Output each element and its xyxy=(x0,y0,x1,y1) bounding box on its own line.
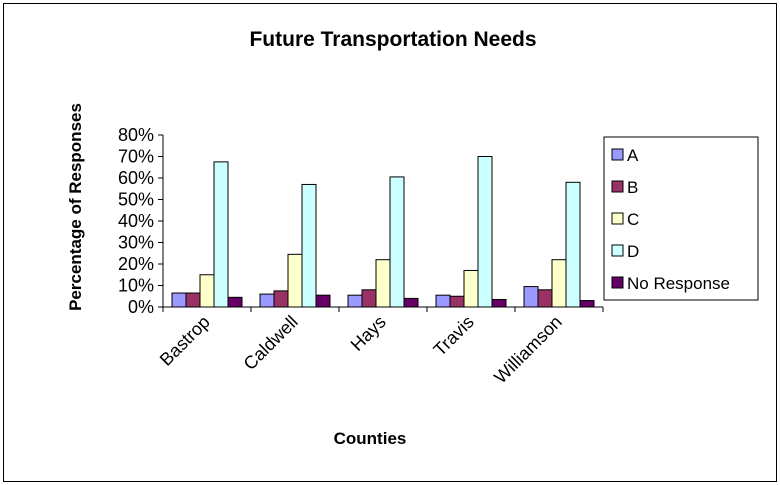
bar-c-bastrop xyxy=(199,274,215,308)
x-tick-label: Caldwell xyxy=(240,312,302,374)
bar-c-travis xyxy=(463,269,479,308)
y-tick-label: 30% xyxy=(118,233,154,253)
bar-no-response-bastrop xyxy=(227,296,243,308)
bar-d-caldwell xyxy=(301,183,317,308)
bar-d-bastrop xyxy=(213,161,229,308)
legend-label: C xyxy=(627,210,639,229)
bar-b-travis xyxy=(449,295,465,308)
legend-label: B xyxy=(627,178,638,197)
legend-swatch xyxy=(611,244,624,257)
bar-a-hays xyxy=(347,294,363,308)
bar-b-bastrop xyxy=(185,292,201,308)
bar-no-response-hays xyxy=(403,297,419,308)
y-tick-label: 80% xyxy=(118,125,154,145)
x-tick-label: Travis xyxy=(430,312,478,360)
y-tick-label: 20% xyxy=(118,254,154,274)
y-tick-label: 0% xyxy=(128,297,154,317)
x-tick-label: Bastrop xyxy=(156,312,214,370)
x-tick-label: Williamson xyxy=(490,312,566,388)
bar-c-hays xyxy=(375,259,391,308)
y-tick-label: 40% xyxy=(118,211,154,231)
y-tick-label: 70% xyxy=(118,147,154,167)
legend-label: D xyxy=(627,242,639,261)
legend-label: A xyxy=(627,146,639,165)
legend-swatch xyxy=(611,276,624,289)
bar-d-travis xyxy=(477,156,493,308)
x-tick-label: Hays xyxy=(347,312,390,355)
legend-swatch xyxy=(611,212,624,225)
bar-a-caldwell xyxy=(259,293,275,308)
bar-d-williamson xyxy=(565,181,581,308)
bar-a-williamson xyxy=(523,286,539,308)
y-tick-label: 60% xyxy=(118,168,154,188)
legend-swatch xyxy=(611,148,624,161)
bar-b-williamson xyxy=(537,289,553,308)
y-axis-title: Percentage of Responses xyxy=(66,103,85,311)
y-tick-label: 10% xyxy=(118,276,154,296)
bar-d-hays xyxy=(389,176,405,308)
y-axis: 0%10%20%30%40%50%60%70%80% xyxy=(118,125,164,317)
x-axis: Bastrop Caldwell Hays Travis Williamson xyxy=(156,306,604,388)
bar-a-bastrop xyxy=(171,292,187,308)
legend-label: No Response xyxy=(627,274,730,293)
bar-b-hays xyxy=(361,289,377,308)
legend-swatch xyxy=(611,180,624,193)
bar-b-caldwell xyxy=(273,290,289,308)
bar-c-caldwell xyxy=(287,253,303,308)
bar-no-response-williamson xyxy=(579,300,595,308)
x-axis-title: Counties xyxy=(334,429,407,448)
bar-no-response-caldwell xyxy=(315,294,331,308)
bar-no-response-travis xyxy=(491,298,507,308)
bars xyxy=(171,156,595,308)
y-tick-label: 50% xyxy=(118,190,154,210)
bar-a-travis xyxy=(435,294,451,308)
legend-box xyxy=(603,136,759,301)
chart-title: Future Transportation Needs xyxy=(249,28,536,51)
bar-c-williamson xyxy=(551,259,567,308)
